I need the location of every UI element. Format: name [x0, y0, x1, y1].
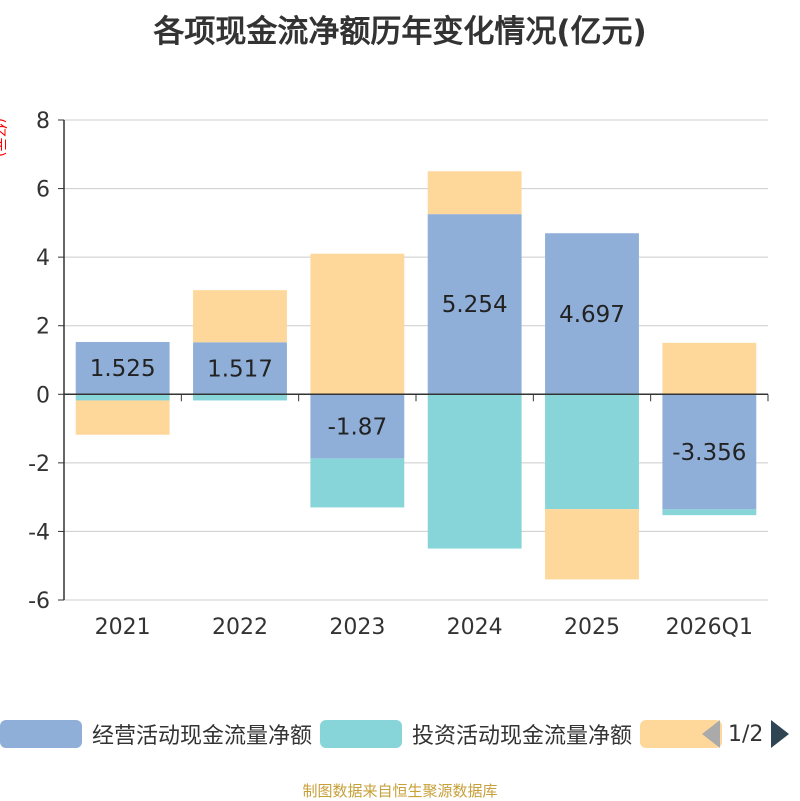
bar-series-0-1 [193, 342, 287, 395]
triangle-right-icon[interactable] [771, 720, 790, 748]
y-tick-label: 8 [36, 109, 50, 134]
bar-series-1-5 [662, 509, 757, 516]
chart-title: 各项现金流净额历年变化情况(亿元) [153, 14, 647, 50]
legend-swatch-investing [320, 720, 402, 748]
bar-series-2-2 [310, 253, 405, 395]
bar-series-1-3 [427, 394, 522, 549]
bar-series-0-4 [545, 233, 639, 395]
x-tick-label: 2022 [212, 615, 268, 640]
x-tick-label: 2026Q1 [666, 615, 753, 640]
bar-series-1-4 [545, 394, 639, 510]
x-tick-label: 2023 [329, 615, 385, 640]
x-tick-label: 2024 [447, 615, 503, 640]
legend-item-investing[interactable]: 投资活动现金流量净额 [320, 720, 633, 749]
data-label: 1.525 [90, 356, 156, 382]
triangle-left-icon[interactable] [702, 720, 720, 748]
data-label: -3.356 [672, 440, 746, 466]
y-tick-label: 6 [36, 178, 50, 203]
y-tick-label: 0 [36, 383, 50, 408]
bar-series-1-2 [310, 458, 405, 508]
bar-series-2-4 [545, 509, 639, 580]
bar-series-1-1 [193, 394, 287, 401]
legend-item-operating[interactable]: 经营活动现金流量净额 [0, 720, 313, 749]
bar-series-2-5 [662, 342, 757, 395]
y-tick-label: -2 [28, 452, 50, 477]
bar-series-0-2 [310, 394, 405, 459]
data-label: -1.87 [328, 414, 388, 440]
x-tick-label: 2021 [95, 615, 151, 640]
bar-series-2-3 [427, 171, 522, 215]
stacked-bar-chart: -6 -4 -2 0 2 4 6 8 1.525 1.517 -1.87 5.254 4.697 -3.3… [28, 109, 769, 640]
bar-series-0-0 [75, 342, 170, 395]
legend: 经营活动现金流量净额 投资活动现金流量净额 1/2 [0, 714, 800, 754]
data-label: 1.517 [207, 356, 273, 382]
legend-pager: 1/2 [702, 720, 790, 748]
legend-label-investing: 投资活动现金流量净额 [412, 724, 633, 749]
source-note: 制图数据来自恒生聚源数据库 [302, 782, 498, 800]
data-label: 5.254 [442, 292, 508, 318]
y-tick-label: -6 [28, 589, 50, 614]
y-tick-label: 4 [36, 246, 50, 271]
bar-series-2-1 [193, 290, 287, 343]
legend-swatch-operating [0, 720, 82, 748]
bar-series-1-0 [75, 394, 170, 401]
x-tick-label: 2025 [564, 615, 620, 640]
bar-series-0-3 [427, 214, 522, 395]
data-label: 4.697 [559, 302, 625, 328]
legend-page-indicator: 1/2 [728, 721, 764, 747]
y-tick-label: 2 [36, 315, 50, 340]
legend-label-operating: 经营活动现金流量净额 [92, 724, 313, 749]
y-tick-label: -4 [28, 520, 50, 545]
bar-series-0-5 [662, 394, 757, 510]
bar-series-2-0 [75, 400, 170, 435]
